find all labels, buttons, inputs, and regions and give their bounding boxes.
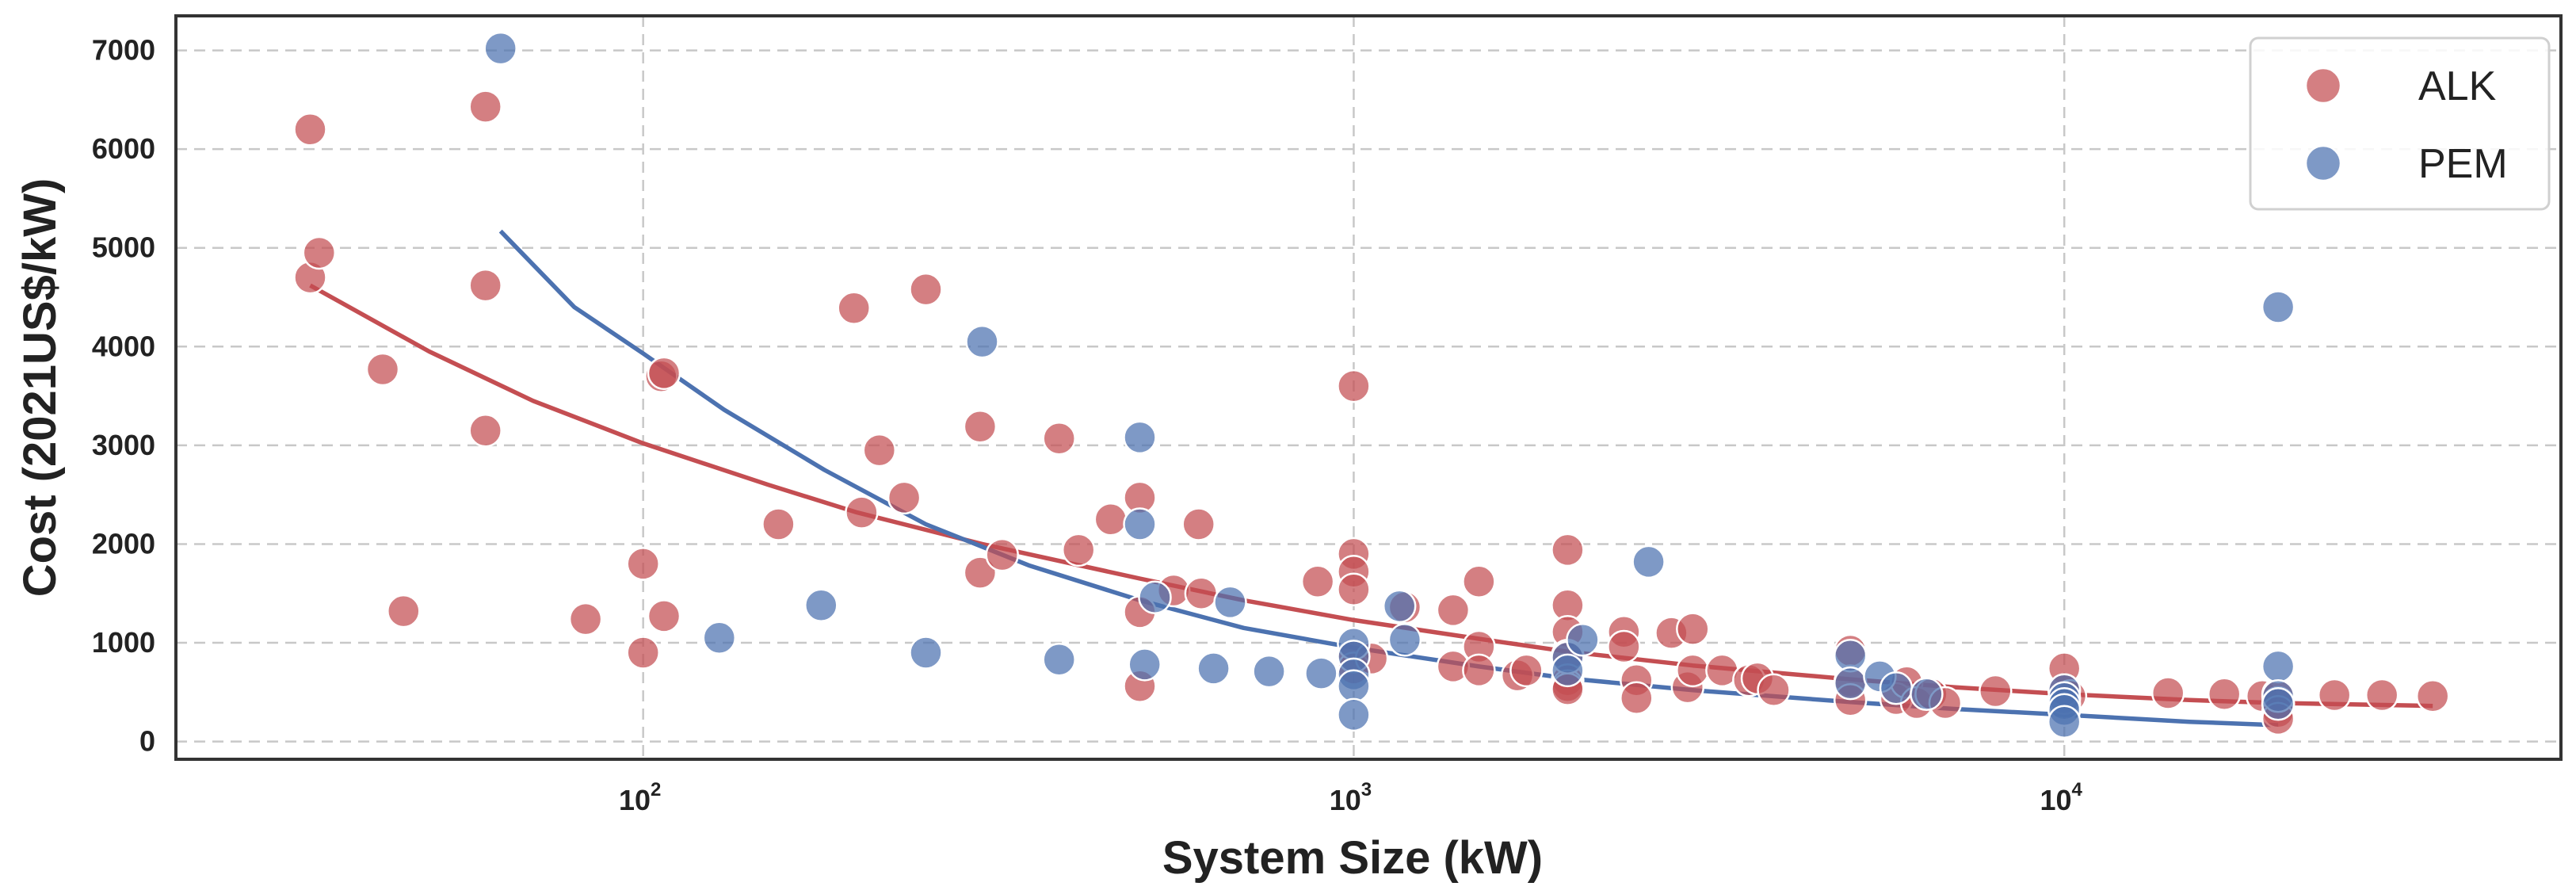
- alk-point: [845, 495, 879, 529]
- pem-point: [1910, 677, 1944, 712]
- alk-point: [387, 594, 421, 628]
- legend: ALK PEM: [2249, 36, 2551, 211]
- legend-marker-pem: [2304, 144, 2342, 182]
- pem-point: [2047, 705, 2082, 739]
- alk-point: [1436, 593, 1471, 628]
- pem-point: [1833, 666, 1868, 701]
- alk-point: [761, 507, 796, 541]
- pem-point: [1566, 623, 1600, 657]
- alk-point: [1757, 673, 1791, 708]
- pem-point: [2261, 686, 2296, 721]
- plot-frame: [174, 14, 2563, 761]
- pem-point: [909, 636, 943, 670]
- pem-point: [1382, 589, 1417, 624]
- y-tick-label: 0: [139, 725, 155, 758]
- alk-point: [468, 90, 502, 124]
- alk-point: [2364, 678, 2399, 713]
- pem-point: [1337, 669, 1371, 704]
- alk-point: [1337, 369, 1371, 403]
- pem-point: [965, 324, 999, 359]
- alk-point: [862, 433, 897, 468]
- alk-point: [1509, 653, 1544, 688]
- alk-point: [1676, 612, 1710, 646]
- pem-point: [1304, 656, 1338, 690]
- alk-point: [647, 356, 681, 391]
- pem-point: [1551, 653, 1585, 688]
- pem-point: [483, 31, 517, 66]
- y-axis-ticks: 0 1000 2000 3000 4000 5000 6000 7000: [92, 34, 155, 758]
- alk-point: [1181, 507, 1215, 541]
- pem-point: [2261, 290, 2296, 324]
- x-tick-label: 103: [1330, 779, 1372, 816]
- alk-point: [2150, 676, 2185, 710]
- y-tick-label: 4000: [92, 330, 155, 362]
- alk-point: [2415, 679, 2450, 713]
- y-tick-label: 1000: [92, 626, 155, 659]
- alk-point: [887, 480, 922, 515]
- pem-point: [1252, 654, 1286, 689]
- pem-trend-line: [498, 229, 2279, 728]
- alk-point: [626, 547, 660, 581]
- alk-point: [1979, 674, 2013, 709]
- alk-point: [1061, 533, 1096, 567]
- pem-point: [1042, 642, 1076, 677]
- legend-label-pem: PEM: [2418, 141, 2508, 187]
- y-tick-label: 7000: [92, 34, 155, 67]
- alk-point: [647, 599, 681, 633]
- pem-point: [1213, 585, 1247, 620]
- pem-point: [1128, 648, 1162, 682]
- alk-point: [1607, 629, 1641, 664]
- alk-point: [1093, 502, 1128, 537]
- pem-point: [1631, 544, 1666, 579]
- y-tick-label: 3000: [92, 429, 155, 461]
- x-tick-label: 104: [2040, 779, 2082, 816]
- alk-point: [302, 235, 337, 270]
- pem-point: [1337, 697, 1371, 732]
- alk-point: [365, 352, 400, 387]
- alk-point: [837, 291, 871, 325]
- alk-point: [985, 537, 1019, 572]
- alk-point: [1462, 653, 1496, 688]
- y-tick-label: 6000: [92, 132, 155, 165]
- alk-point: [1337, 572, 1371, 606]
- y-tick-label: 2000: [92, 527, 155, 560]
- pem-point: [2261, 649, 2296, 684]
- alk-point: [468, 268, 502, 303]
- alk-point: [963, 409, 998, 444]
- y-tick-label: 5000: [92, 231, 155, 264]
- alk-point: [1676, 653, 1710, 688]
- y-axis-title: Cost (2021US$/kW): [14, 178, 66, 598]
- pem-point: [1879, 671, 1914, 705]
- pem-point: [1138, 580, 1172, 614]
- alk-point: [1042, 421, 1076, 456]
- alk-point: [468, 413, 502, 448]
- x-axis-ticks: 102 103 104: [619, 779, 2083, 816]
- alk-point: [1462, 564, 1496, 599]
- alk-point: [1551, 533, 1585, 567]
- pem-point: [1196, 651, 1231, 686]
- alk-point: [568, 602, 603, 636]
- pem-point: [1387, 623, 1422, 657]
- legend-marker-alk: [2304, 67, 2342, 105]
- alk-point: [2207, 677, 2242, 712]
- data-points: [293, 31, 2450, 739]
- pem-point: [1123, 507, 1157, 541]
- pem-point: [804, 588, 838, 622]
- legend-label-alk: ALK: [2418, 63, 2497, 109]
- alk-point: [1300, 564, 1335, 599]
- pem-point: [1123, 420, 1157, 455]
- alk-point: [293, 113, 327, 147]
- alk-point: [963, 556, 998, 590]
- alk-point: [909, 272, 943, 307]
- pem-point: [702, 621, 737, 655]
- alk-point: [1184, 576, 1219, 610]
- x-tick-label: 102: [619, 779, 661, 816]
- x-axis-title: System Size (kW): [1162, 832, 1543, 884]
- alk-point: [626, 636, 660, 670]
- alk-point: [1620, 681, 1654, 716]
- alk-point: [2317, 678, 2352, 713]
